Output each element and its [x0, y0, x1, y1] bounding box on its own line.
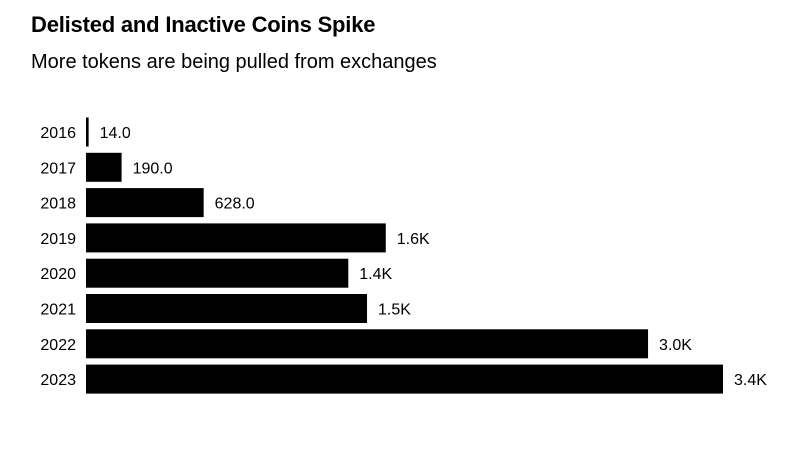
category-label-2019: 2019	[40, 231, 76, 248]
chart-title: Delisted and Inactive Coins Spike	[31, 12, 376, 37]
category-label-2021: 2021	[40, 302, 76, 319]
value-label-2020: 1.4K	[359, 266, 392, 283]
category-label-2017: 2017	[40, 160, 76, 177]
bar-2022	[86, 329, 649, 359]
value-label-2016: 14.0	[100, 125, 131, 142]
bar-2023	[86, 364, 723, 394]
value-label-2021: 1.5K	[378, 302, 411, 319]
category-label-2023: 2023	[40, 372, 76, 389]
bar-2019	[86, 223, 386, 253]
bar-2016	[86, 117, 89, 147]
value-label-2017: 190.0	[133, 160, 173, 177]
value-label-2023: 3.4K	[734, 372, 767, 389]
category-label-2016: 2016	[40, 125, 76, 142]
chart-subtitle: More tokens are being pulled from exchan…	[31, 51, 437, 73]
bar-2018	[86, 188, 204, 218]
value-label-2018: 628.0	[215, 196, 255, 213]
bar-2017	[86, 152, 122, 182]
category-label-2022: 2022	[40, 337, 76, 354]
bar-2021	[86, 294, 368, 323]
value-label-2019: 1.6K	[397, 231, 430, 248]
category-label-2018: 2018	[40, 196, 76, 213]
bar-2020	[86, 258, 349, 288]
value-label-2022: 3.0K	[659, 337, 692, 354]
category-label-2020: 2020	[40, 266, 76, 283]
